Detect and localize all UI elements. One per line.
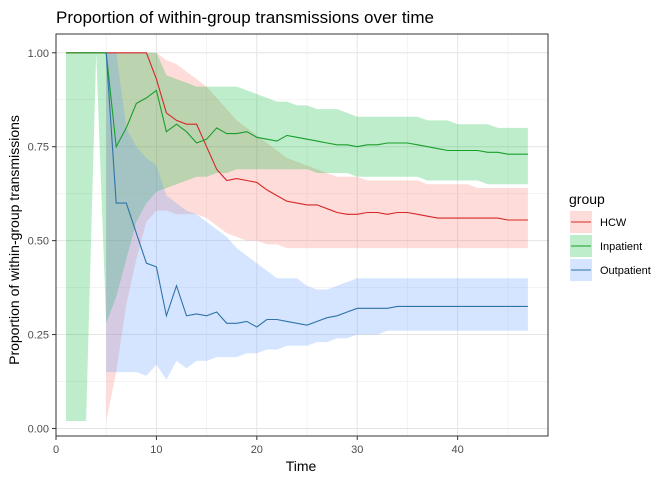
legend-label: Outpatient: [600, 265, 651, 277]
legend-label: Inpatient: [600, 241, 642, 253]
legend-title: group: [569, 191, 605, 207]
x-tick-label: 10: [150, 444, 162, 456]
band-hcw: [106, 52, 528, 422]
legend: group HCW Inpatient Outpatient: [569, 191, 651, 281]
band-outpatient: [106, 52, 528, 380]
x-axis-ticks: 0 10 20 30 40: [53, 436, 464, 456]
y-tick-label: 0.50: [28, 236, 49, 248]
line-hcw: [66, 52, 528, 221]
legend-item-outpatient: Outpatient: [570, 259, 651, 281]
grid: [55, 34, 548, 436]
line-outpatient: [105, 52, 528, 328]
x-tick-label: 30: [351, 444, 363, 456]
band-inpatient: [66, 52, 528, 422]
legend-item-hcw: HCW: [570, 211, 627, 233]
series-lines: [66, 52, 528, 328]
y-axis-label: Proportion of within-group transmissions: [6, 115, 22, 365]
chart-title: Proportion of within-group transmissions…: [56, 8, 434, 27]
y-axis-ticks: 0.00 0.25 0.50 0.75 1.00: [28, 48, 56, 435]
x-tick-label: 20: [251, 444, 263, 456]
x-tick-label: 40: [452, 444, 464, 456]
legend-item-inpatient: Inpatient: [570, 235, 642, 257]
plot-panel-border: [55, 33, 549, 437]
x-axis-label: Time: [286, 458, 317, 474]
x-tick-label: 0: [53, 444, 59, 456]
line-inpatient: [66, 52, 528, 155]
confidence-bands: [66, 52, 528, 422]
y-tick-label: 0.75: [28, 142, 49, 154]
legend-label: HCW: [600, 217, 627, 229]
y-tick-label: 0.00: [28, 423, 49, 435]
y-tick-label: 1.00: [28, 48, 49, 60]
y-tick-label: 0.25: [28, 330, 49, 342]
